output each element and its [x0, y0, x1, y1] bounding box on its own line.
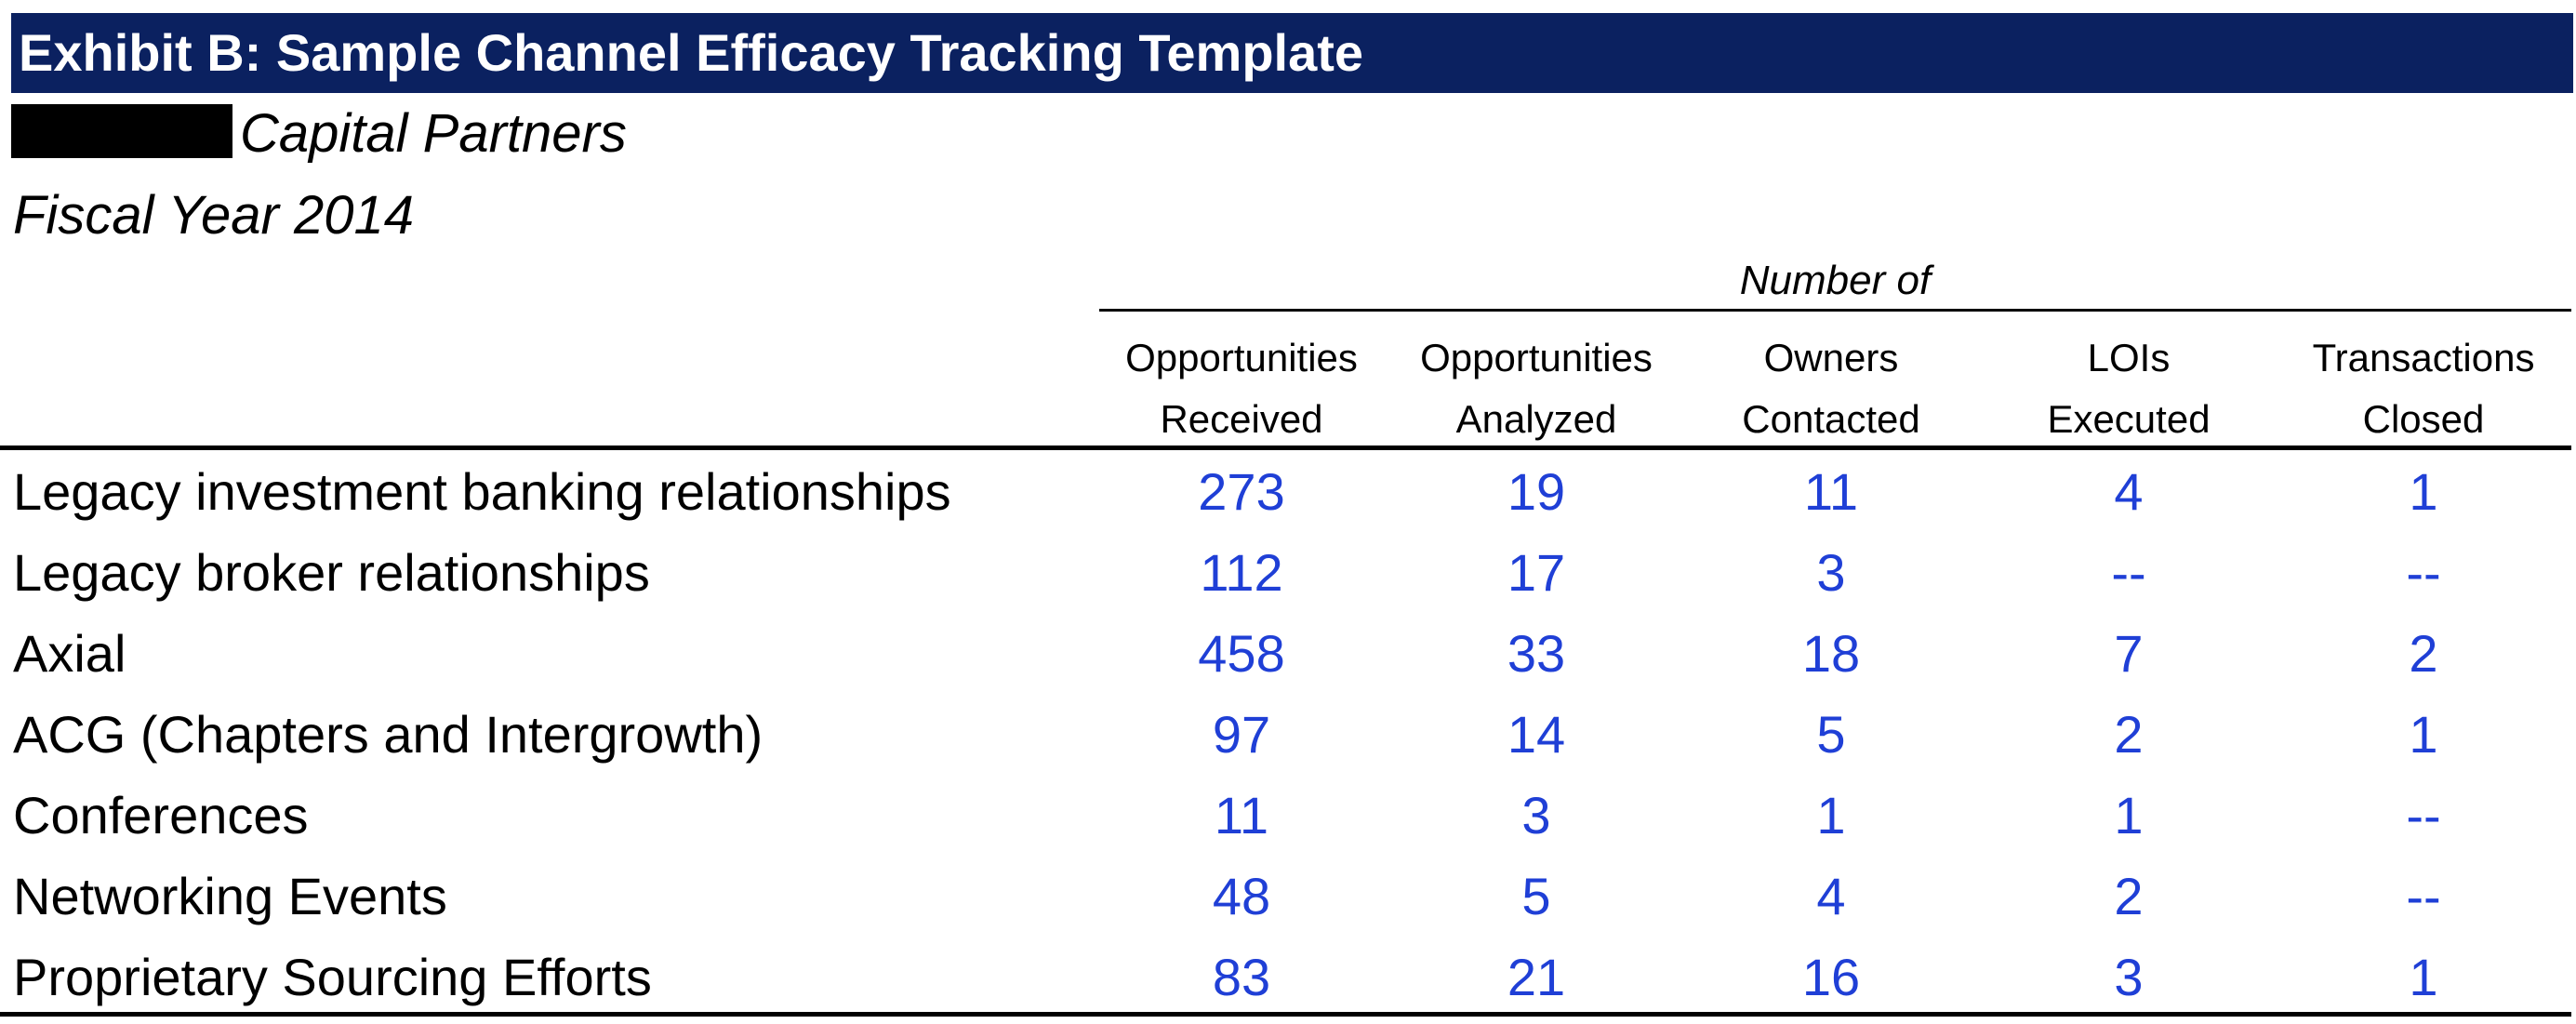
table-cell: 2 — [2114, 705, 2144, 764]
header-rule — [0, 446, 2571, 450]
group-header: Number of — [1739, 258, 1932, 303]
table-cell: 4 — [2114, 462, 2144, 521]
table-cell: 3 — [1816, 543, 1846, 602]
fiscal-year: Fiscal Year 2014 — [13, 185, 414, 246]
table-cell: 3 — [1521, 786, 1551, 844]
table-cell: 48 — [1212, 867, 1271, 925]
table-cell: 273 — [1198, 462, 1285, 521]
group-header-rule — [1099, 309, 2571, 312]
table-row: Axial 458 33 18 7 2 — [0, 613, 2571, 694]
table-cell: -- — [2406, 786, 2441, 844]
column-header-line1: LOIs — [2087, 336, 2171, 379]
column-header-line2: Received — [1160, 397, 1323, 441]
table-cell: 458 — [1198, 624, 1285, 683]
table-cell: 1 — [2409, 948, 2438, 1006]
row-label: Conferences — [13, 786, 309, 844]
row-label: Axial — [13, 624, 126, 683]
table-cell: 97 — [1212, 705, 1271, 764]
table-cell: -- — [2406, 867, 2441, 925]
table-row: Legacy investment banking relationships 2… — [0, 451, 2571, 532]
column-header-opportunities-received: Opportunities Received — [1095, 327, 1388, 450]
table-cell: 19 — [1507, 462, 1566, 521]
column-header-opportunities-analyzed: Opportunities Analyzed — [1389, 327, 1683, 450]
table-cell: 16 — [1801, 948, 1861, 1006]
column-header-line1: Opportunities — [1125, 336, 1358, 379]
table-cell: 17 — [1507, 543, 1566, 602]
table-cell: 1 — [1816, 786, 1846, 844]
table-row: ACG (Chapters and Intergrowth) 97 14 5 2 1 — [0, 694, 2571, 775]
table-cell: -- — [2406, 543, 2441, 602]
table-cell: 21 — [1507, 948, 1566, 1006]
row-label: ACG (Chapters and Intergrowth) — [13, 705, 764, 764]
table-cell: 4 — [1816, 867, 1846, 925]
table-cell: 1 — [2409, 462, 2438, 521]
column-header-lois-executed: LOIs Executed — [1982, 327, 2276, 450]
table-cell: 5 — [1521, 867, 1551, 925]
firm-name: Capital Partners — [240, 103, 627, 164]
column-header-line1: Owners — [1763, 336, 1899, 379]
row-label: Networking Events — [13, 867, 447, 925]
table-cell: 11 — [1214, 786, 1269, 844]
table-cell: 112 — [1200, 543, 1283, 602]
table-cell: 2 — [2114, 867, 2144, 925]
table-cell: 11 — [1803, 462, 1859, 521]
table-row: Networking Events 48 5 4 2 -- — [0, 856, 2571, 937]
table-cell: 7 — [2114, 624, 2144, 683]
table-cell: 5 — [1816, 705, 1846, 764]
table-cell: 14 — [1507, 705, 1566, 764]
table-row: Proprietary Sourcing Efforts 83 21 16 3 1 — [0, 937, 2571, 1017]
table-row: Conferences 11 3 1 1 -- — [0, 775, 2571, 856]
column-header-transactions-closed: Transactions Closed — [2277, 327, 2570, 450]
table-cell: 1 — [2409, 705, 2438, 764]
column-header-owners-contacted: Owners Contacted — [1684, 327, 1978, 450]
row-label: Proprietary Sourcing Efforts — [13, 948, 652, 1006]
table-cell: 33 — [1507, 624, 1566, 683]
bottom-rule — [0, 1012, 2571, 1017]
column-header-line2: Analyzed — [1455, 397, 1617, 441]
table-cell: -- — [2111, 543, 2146, 602]
table-cell: 83 — [1212, 948, 1271, 1006]
table-cell: 2 — [2409, 624, 2438, 683]
redaction-block — [11, 104, 232, 158]
table-cell: 1 — [2114, 786, 2144, 844]
column-header-line2: Executed — [2047, 397, 2211, 441]
table-cell: 18 — [1801, 624, 1861, 683]
row-label: Legacy investment banking relationships — [13, 462, 951, 521]
table-cell: 3 — [2114, 948, 2144, 1006]
row-label: Legacy broker relationships — [13, 543, 650, 602]
column-header-line2: Contacted — [1742, 397, 1920, 441]
column-header-line1: Transactions — [2312, 336, 2535, 379]
table-row: Legacy broker relationships 112 17 3 -- -- — [0, 532, 2571, 613]
column-header-line2: Closed — [2362, 397, 2485, 441]
column-header-line1: Opportunities — [1420, 336, 1653, 379]
exhibit-title: Exhibit B: Sample Channel Efficacy Track… — [11, 13, 2573, 93]
